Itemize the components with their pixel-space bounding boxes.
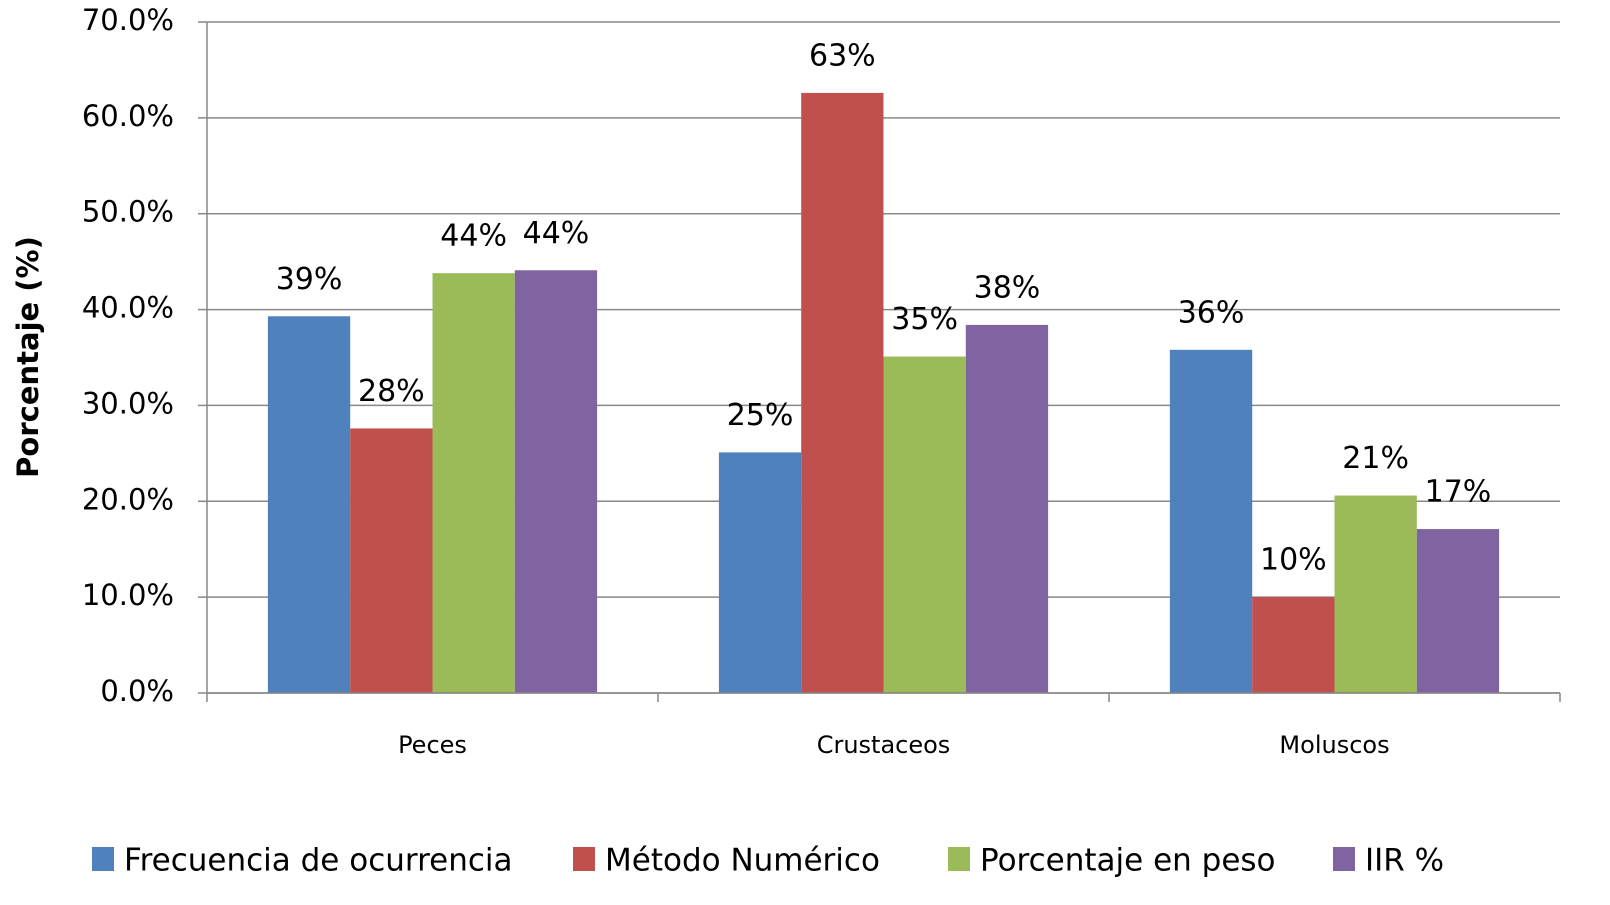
- value-label: 63%: [809, 38, 876, 73]
- y-tick-label: 70.0%: [82, 3, 174, 37]
- x-tick-label: Peces: [398, 731, 467, 759]
- bar: [801, 92, 884, 694]
- bar: [1169, 349, 1253, 693]
- value-label: 44%: [523, 216, 590, 251]
- y-tick-label: 60.0%: [82, 99, 174, 133]
- bar: [1416, 529, 1500, 693]
- bar: [350, 428, 433, 693]
- bar: [267, 316, 351, 693]
- bar: [883, 356, 966, 693]
- y-tick-label: 40.0%: [82, 291, 174, 325]
- legend-label: IIR %: [1365, 843, 1444, 879]
- bar: [432, 273, 515, 693]
- value-label: 38%: [974, 270, 1041, 305]
- y-axis-label: Porcentaje (%): [11, 236, 45, 478]
- x-tick-label: Crustaceos: [817, 731, 951, 759]
- legend-swatch: [92, 847, 114, 871]
- value-label: 44%: [440, 219, 507, 254]
- bar: [1334, 495, 1417, 693]
- value-label: 17%: [1425, 475, 1492, 510]
- value-label: 36%: [1178, 295, 1245, 330]
- x-tick-label: Moluscos: [1279, 731, 1389, 759]
- y-tick-label: 0.0%: [100, 674, 174, 708]
- bar: [718, 452, 802, 693]
- y-tick-label: 50.0%: [82, 195, 174, 229]
- legend-swatch: [1333, 847, 1355, 871]
- y-tick-label: 10.0%: [82, 578, 174, 612]
- value-label: 39%: [276, 262, 343, 297]
- value-label: 10%: [1260, 543, 1327, 578]
- value-label: 25%: [727, 398, 794, 433]
- y-tick-label: 30.0%: [82, 386, 174, 420]
- value-label: 28%: [358, 374, 425, 409]
- legend-label: Método Numérico: [605, 843, 880, 879]
- legend-label: Frecuencia de ocurrencia: [124, 843, 513, 879]
- bar: [965, 324, 1049, 693]
- value-label: 35%: [891, 302, 958, 337]
- legend-swatch: [573, 847, 595, 871]
- bar: [1252, 597, 1335, 693]
- legend-swatch: [948, 847, 970, 871]
- y-tick-label: 20.0%: [82, 482, 174, 516]
- bar: [514, 270, 598, 693]
- value-label: 21%: [1342, 441, 1409, 476]
- legend-label: Porcentaje en peso: [980, 843, 1276, 879]
